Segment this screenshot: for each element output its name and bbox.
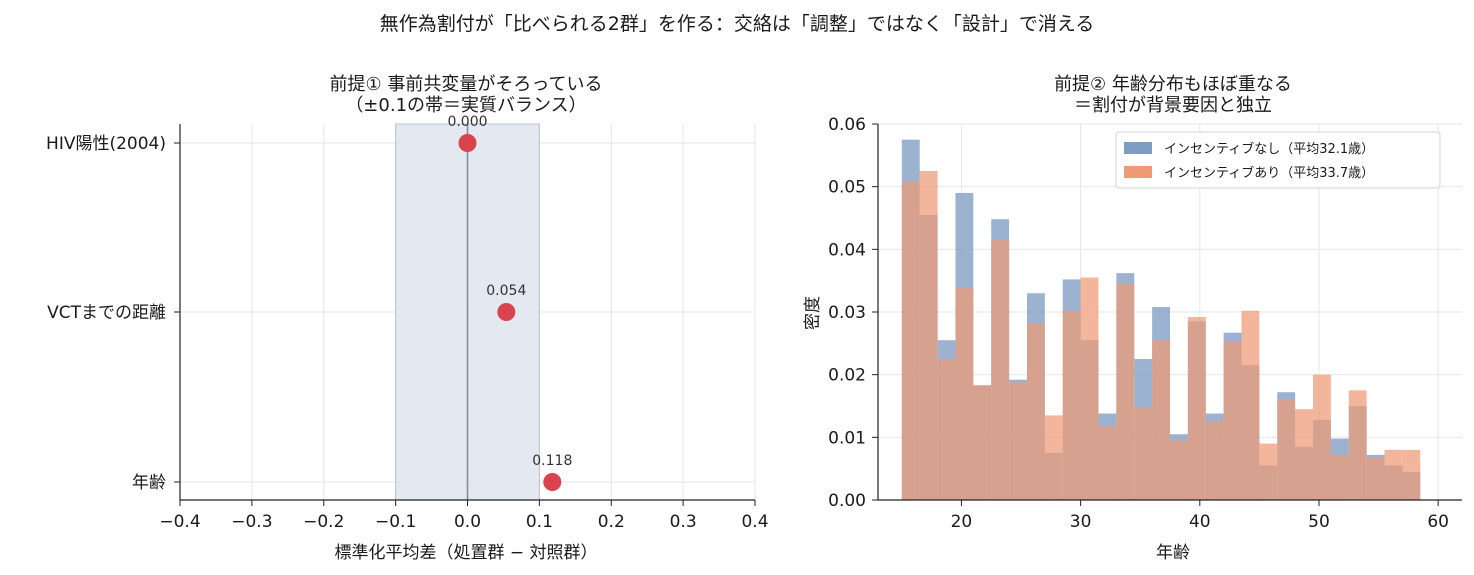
right-x-tick-label-3: 50 (1308, 512, 1330, 532)
point-label-2: 0.118 (532, 453, 572, 469)
left-balance-band (395, 123, 540, 501)
right-x-tick-label-4: 60 (1427, 512, 1449, 532)
series-b-bar-19 (1241, 310, 1260, 500)
series-b-bar-13 (1134, 407, 1153, 500)
series-b-bar-16 (1187, 317, 1206, 500)
right-panel-age-histogram: 前提② 年齢分布もほぼ重なる ＝割付が背景要因と独立 20 30 40 50 60 0.… (803, 74, 1462, 563)
left-y-tick-label-0: HIV陽性(2004) (46, 134, 166, 154)
left-x-tick-label-4: 0.0 (454, 512, 481, 532)
left-x-tick-label-2: −0.2 (303, 512, 344, 532)
left-x-tick-label-8: 0.4 (741, 512, 768, 532)
right-panel-title-line2: ＝割付が背景要因と独立 (1074, 95, 1272, 116)
series-b-bar-14 (1152, 340, 1170, 500)
right-y-tick-label-1: 0.01 (828, 428, 866, 448)
point-0 (458, 134, 477, 152)
series-b-bar-11 (1098, 426, 1117, 500)
series-b-bar-23 (1313, 374, 1331, 500)
series-b-bar-6 (1009, 382, 1027, 500)
left-x-tick-label-5: 0.1 (526, 512, 553, 532)
legend-swatch-series-b (1124, 166, 1152, 178)
series-b-bar-4 (973, 385, 992, 500)
point-1 (497, 303, 516, 321)
right-legend: インセンティブなし（平均32.1歳） インセンティブあり（平均33.7歳） (1115, 131, 1441, 189)
point-label-1: 0.054 (486, 283, 526, 299)
series-b-bar-18 (1223, 342, 1242, 500)
series-b-bar-3 (955, 288, 974, 500)
point-2 (543, 473, 562, 491)
legend-swatch-series-a (1124, 142, 1152, 154)
series-b-bar-12 (1116, 283, 1135, 500)
point-label-0: 0.000 (447, 114, 487, 130)
series-b-bar-21 (1277, 399, 1296, 500)
right-panel-title-line1: 前提② 年齢分布もほぼ重なる (1054, 74, 1292, 95)
series-b-bar-17 (1205, 421, 1224, 500)
left-x-tick-label-6: 0.2 (598, 512, 625, 532)
right-y-ticks: 0.00 0.01 0.02 0.03 0.04 0.05 0.06 (828, 115, 878, 511)
series-b-bar-1 (919, 171, 938, 500)
left-y-tick-label-1: VCTまでの距離 (47, 303, 166, 323)
legend-label-series-b: インセンティブあり（平均33.7歳） (1164, 165, 1374, 181)
series-b-bar-24 (1330, 454, 1349, 500)
right-y-axis-label: 密度 (803, 296, 823, 330)
left-y-tick-label-2: 年齢 (132, 473, 166, 493)
right-series-b-bars (901, 171, 1421, 501)
series-b-bar-9 (1062, 310, 1081, 500)
left-panel-balance: 前提① 事前共変量がそろっている （±0.1の帯＝実質バランス） 0.0000.… (46, 74, 768, 563)
left-x-tick-label-3: −0.1 (375, 512, 416, 532)
left-panel-title-line1: 前提① 事前共変量がそろっている (330, 74, 603, 95)
left-x-ticks: −0.4 −0.3 −0.2 −0.1 0.0 0.1 0.2 0.3 0.4 (159, 500, 769, 532)
right-y-tick-label-3: 0.03 (828, 303, 866, 323)
left-x-axis-label: 標準化平均差（処置群 − 対照群） (334, 543, 597, 563)
figure-suptitle: 無作為割付が「比べられる2群」を作る：交絡は「調整」ではなく「設計」で消える (380, 13, 1095, 35)
left-panel-title-line2: （±0.1の帯＝実質バランス） (345, 95, 586, 116)
right-y-tick-label-4: 0.04 (828, 240, 866, 260)
series-b-bar-10 (1080, 277, 1099, 500)
series-b-bar-0 (901, 181, 920, 501)
right-x-tick-label-0: 20 (951, 512, 973, 532)
right-x-tick-label-2: 40 (1189, 512, 1211, 532)
right-x-axis-label: 年齢 (1156, 543, 1190, 563)
series-b-bar-28 (1402, 449, 1421, 500)
legend-label-series-a: インセンティブなし（平均32.1歳） (1164, 141, 1374, 157)
series-b-bar-25 (1348, 390, 1367, 500)
series-b-bar-7 (1026, 323, 1045, 500)
right-x-tick-label-1: 30 (1070, 512, 1092, 532)
series-b-bar-2 (937, 359, 956, 500)
series-b-bar-20 (1259, 443, 1278, 500)
series-b-bar-8 (1044, 415, 1063, 500)
right-y-tick-label-0: 0.00 (828, 491, 866, 511)
right-y-tick-label-2: 0.02 (828, 366, 866, 386)
legend-frame (1115, 131, 1441, 189)
series-b-bar-15 (1170, 440, 1188, 500)
series-b-bar-26 (1366, 457, 1385, 500)
left-marks: 0.000 0.054 0.118 (447, 114, 572, 491)
right-y-tick-label-6: 0.06 (828, 115, 866, 135)
left-x-tick-label-7: 0.3 (670, 512, 697, 532)
series-b-bar-22 (1295, 409, 1314, 500)
left-x-tick-label-0: −0.4 (159, 512, 200, 532)
series-b-bar-5 (991, 239, 1010, 500)
right-y-tick-label-5: 0.05 (828, 178, 866, 198)
series-b-bar-27 (1384, 449, 1403, 500)
right-x-ticks: 20 30 40 50 60 (951, 500, 1449, 532)
left-x-tick-label-1: −0.3 (231, 512, 272, 532)
